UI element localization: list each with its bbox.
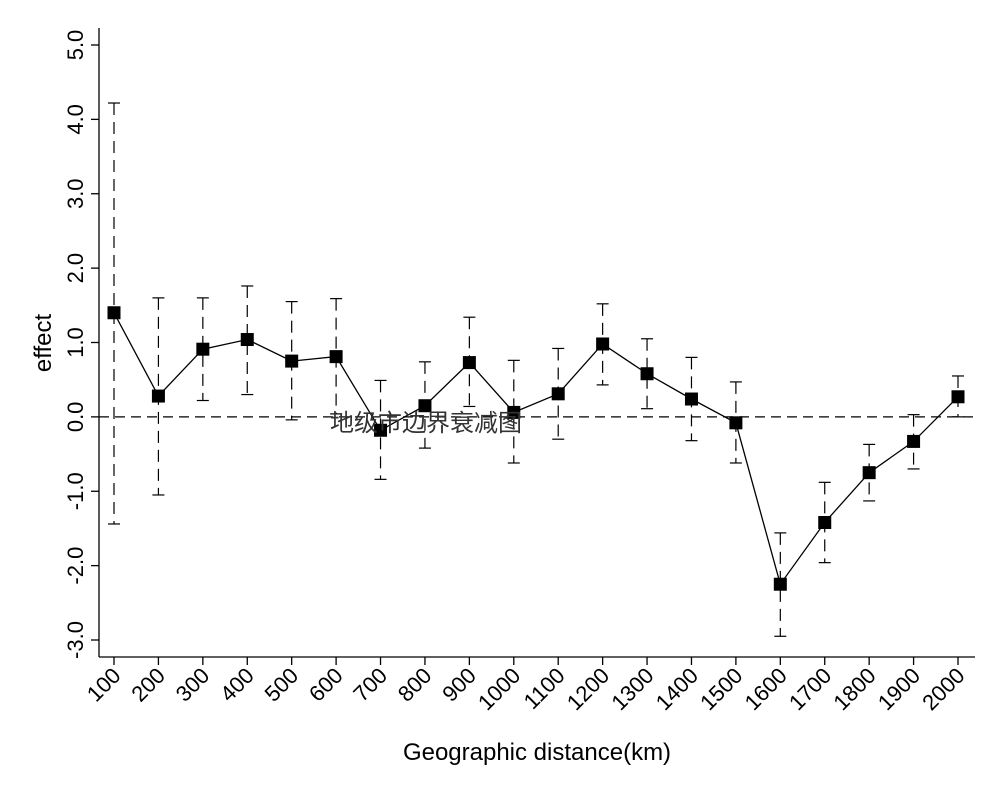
data-point — [507, 405, 521, 419]
confidence-intervals — [108, 102, 964, 637]
data-point — [151, 389, 165, 403]
data-point — [285, 354, 299, 368]
x-tick-label: 600 — [304, 663, 348, 707]
y-tick-label: 2.0 — [63, 253, 88, 284]
data-point — [596, 337, 610, 351]
data-point — [418, 399, 432, 413]
x-axis-title: Geographic distance(km) — [403, 739, 671, 766]
x-tick-label: 1000 — [473, 663, 525, 715]
x-tick-label: 1100 — [519, 663, 570, 714]
x-tick-label: 1700 — [784, 663, 836, 715]
x-tick-label: 2000 — [917, 663, 969, 715]
x-tick-label: 400 — [215, 663, 259, 707]
series-line — [113, 312, 959, 586]
x-tick-label: 1200 — [562, 663, 614, 715]
x-tick-label: 700 — [348, 663, 392, 707]
x-tick-label: 1500 — [695, 663, 747, 715]
data-point — [684, 392, 698, 406]
axes: 5.0 4.0 3.0 2.0 1.0 0.0 -1.0 -2.0 -3.0 100 200 300 4… — [63, 28, 975, 715]
data-point — [196, 342, 210, 356]
y-tick-label: 4.0 — [63, 104, 88, 135]
data-point — [640, 367, 654, 381]
x-tick-label: 1900 — [873, 663, 925, 715]
x-tick-label: 1600 — [740, 663, 792, 715]
y-tick-label: -3.0 — [63, 621, 88, 659]
data-point — [462, 356, 476, 370]
x-tick-label: 100 — [82, 663, 126, 707]
data-point — [240, 333, 254, 347]
data-point — [551, 387, 565, 401]
data-point — [329, 350, 343, 364]
chart-annotation: 地级市边界衰减图 — [330, 410, 522, 437]
data-point — [773, 577, 787, 591]
y-tick-label: 5.0 — [63, 30, 88, 61]
y-tick-label: -2.0 — [63, 547, 88, 585]
x-tick-label: 200 — [126, 663, 170, 707]
data-point — [729, 416, 743, 430]
x-tick-label: 800 — [393, 663, 437, 707]
data-point — [374, 423, 388, 437]
series-line-layer — [113, 312, 959, 586]
x-tick-label: 1800 — [828, 663, 880, 715]
data-point — [818, 515, 832, 529]
y-tick-label: 0.0 — [63, 402, 88, 433]
x-tick-label: 1300 — [606, 663, 658, 715]
y-axis-title: effect — [30, 314, 57, 373]
data-point — [107, 306, 121, 320]
x-tick-label: 500 — [260, 663, 304, 707]
x-tick-label: 300 — [171, 663, 215, 707]
y-tick-label: 3.0 — [63, 178, 88, 209]
y-tick-label: 1.0 — [63, 327, 88, 358]
x-tick-label: 1400 — [651, 663, 703, 715]
data-point — [951, 390, 965, 404]
point-markers — [107, 306, 965, 591]
y-tick-label: -1.0 — [63, 472, 88, 510]
data-point — [907, 434, 921, 448]
data-point — [862, 466, 876, 480]
